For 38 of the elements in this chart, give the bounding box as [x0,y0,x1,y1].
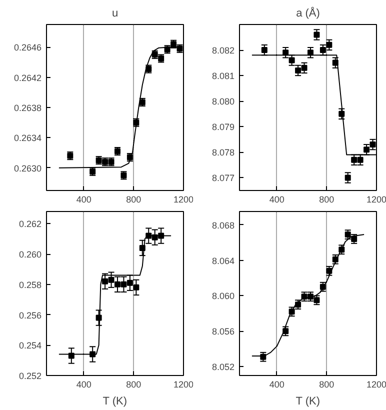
y-tick-label: 8.079 [212,122,235,132]
y-tick-label: 8.080 [212,96,235,107]
y-tick-label: 0.252 [18,371,42,381]
y-tick-label: 0.2642 [14,72,42,83]
x-tick-label: 400 [269,380,284,390]
y-tick-label: 0.260 [18,250,42,260]
x-tick-label: 1200 [366,380,386,390]
y-tick-label: 8.082 [212,46,235,56]
y-tick-label: 0.262 [18,219,42,230]
chart-title: u [112,8,118,20]
y-tick-label: 0.258 [18,280,42,290]
x-tick-label: 1200 [366,194,386,204]
y-tick-label: 8.056 [212,326,235,337]
y-tick-label: 0.256 [18,310,42,320]
x-tick-label: 800 [126,380,142,390]
x-tick-label: 400 [76,380,92,390]
y-tick-label: 8.060 [212,291,235,302]
x-axis-title: T (K) [102,396,128,408]
x-tick-label: 400 [76,194,92,204]
y-tick-label: 0.254 [18,340,42,351]
x-tick-label: 400 [269,194,284,204]
y-tick-label: 0.2638 [14,103,42,113]
x-tick-label: 800 [126,194,142,204]
y-tick-label: 8.078 [212,148,235,158]
y-tick-label: 0.2634 [14,133,42,144]
y-tick-label: 8.081 [212,71,235,82]
y-tick-label: 8.077 [212,173,235,184]
x-tick-label: 800 [319,194,334,204]
y-tick-label: 8.068 [212,220,235,230]
x-tick-label: 800 [319,380,334,390]
y-tick-label: 0.2630 [14,163,42,174]
x-tick-label: 1200 [173,194,194,204]
x-axis-title: T (K) [296,396,320,408]
y-tick-label: 8.052 [212,362,235,372]
y-tick-label: 8.064 [212,256,235,266]
chart-title: a (Å) [296,6,320,20]
y-tick-label: 0.2646 [14,42,42,53]
x-tick-label: 1200 [173,380,194,390]
